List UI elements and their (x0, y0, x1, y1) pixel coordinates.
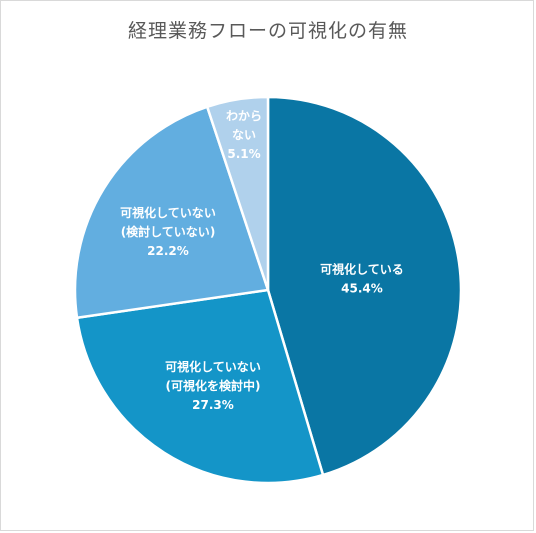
pie-slice-label-1: 可視化している 45.4% (320, 262, 404, 296)
slice-value-label: 22.2% (147, 244, 189, 258)
slice-value-label: 45.4% (341, 282, 383, 296)
pie-slice-1 (266, 95, 463, 477)
slice-category-label: 可視化していない (165, 359, 261, 374)
pie-slice-3 (73, 105, 270, 320)
pie-slices (73, 95, 463, 485)
slice-value-label: 27.3% (192, 398, 234, 412)
pie-slice-label-4: わからない 5.1% (226, 109, 262, 161)
slice-category-label: (可視化を検討中) (166, 378, 261, 393)
pie-slice-4 (205, 95, 270, 291)
slice-category-label: (検討していない) (121, 224, 216, 239)
slice-value-label: 5.1% (227, 147, 260, 161)
slice-category-label: わから (226, 109, 262, 123)
pie-labels: 可視化している 45.4%可視化していない(可視化を検討中) 27.3%可視化してい… (120, 109, 404, 412)
slice-category-label: 可視化していない (120, 205, 216, 220)
pie-slice-label-3: 可視化していない (検討していない) 22.2% (120, 205, 216, 258)
slice-category-label: 可視化している (320, 262, 404, 277)
chart-title: 経理業務フローの可視化の有無 (127, 20, 408, 42)
slice-category-label: ない (232, 128, 256, 142)
pie-slice-label-2: 可視化していない (可視化を検討中) 27.3% (165, 359, 261, 412)
pie-slice-2 (75, 288, 325, 485)
